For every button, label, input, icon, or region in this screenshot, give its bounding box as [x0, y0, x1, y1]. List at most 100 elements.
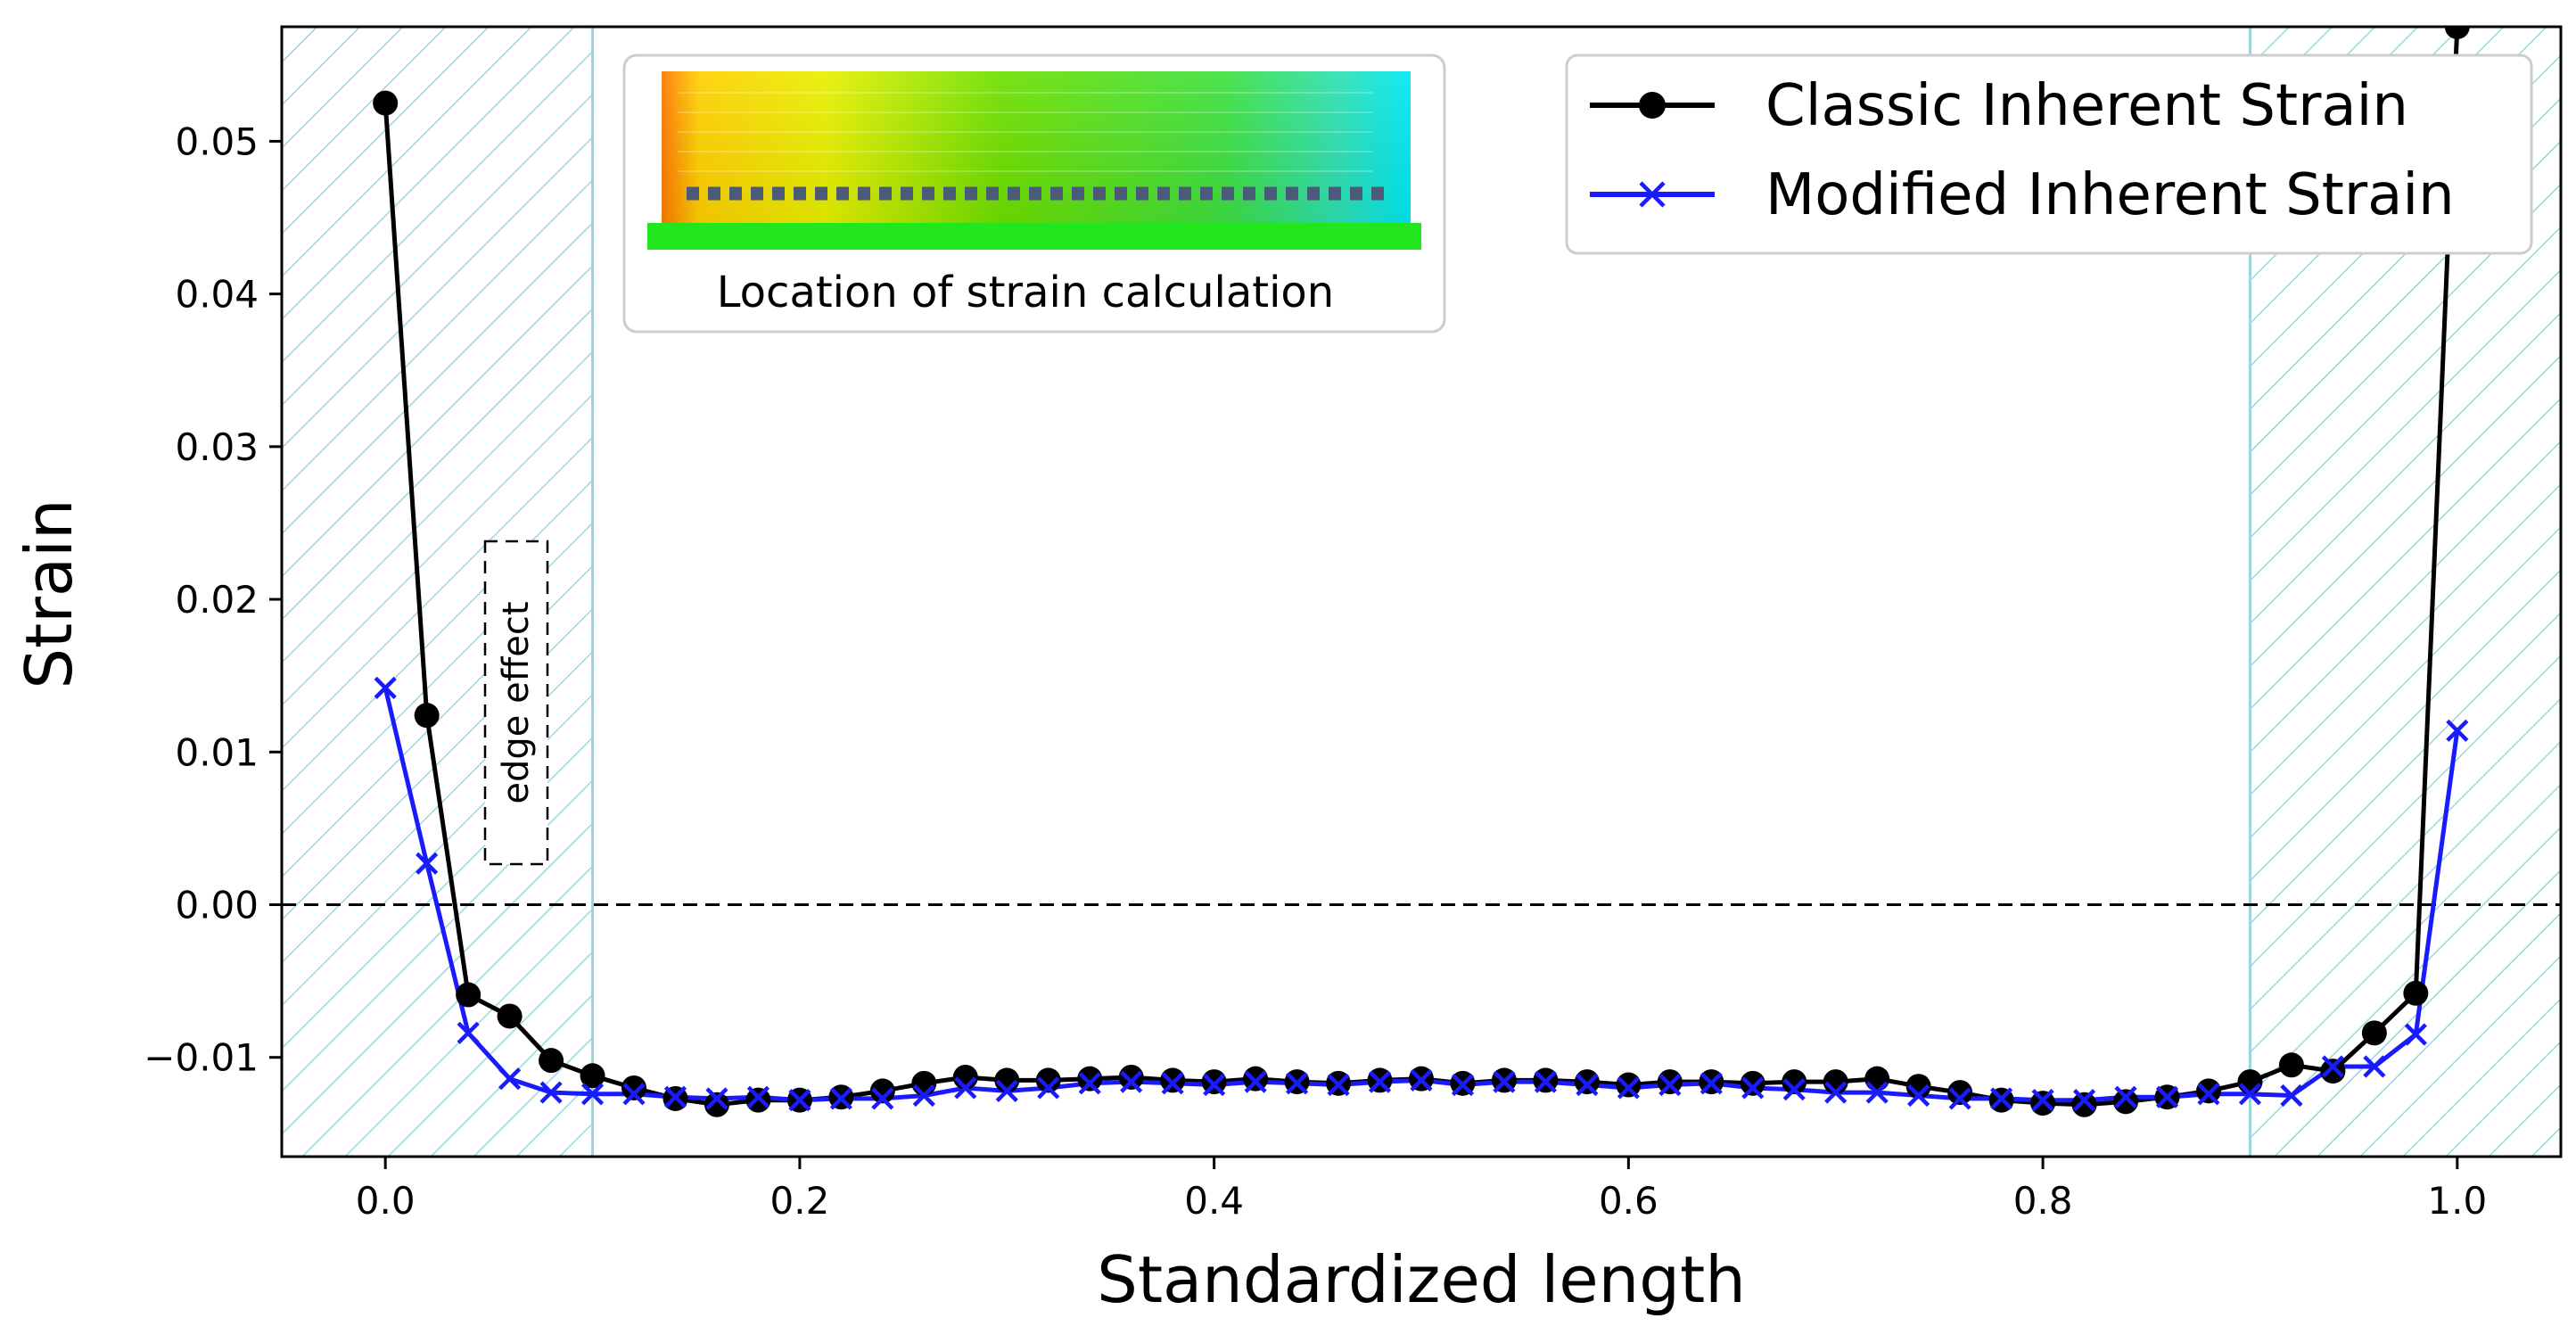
inset-caption: Location of strain calculation [717, 268, 1334, 317]
legend-marker-modified [1639, 181, 1666, 208]
data-point-classic [745, 1087, 771, 1113]
data-point-modified [746, 1085, 770, 1108]
data-point-modified [1658, 1073, 1682, 1097]
data-point-modified [1285, 1072, 1309, 1095]
data-point-modified [1990, 1087, 2013, 1110]
y-tick-label: 0.03 [175, 425, 259, 469]
data-point-classic [1905, 1074, 1931, 1100]
data-point-classic [1657, 1069, 1683, 1095]
x-tick-label: 1.0 [2427, 1179, 2487, 1223]
data-point-classic [704, 1092, 729, 1117]
edge-effect-annotation: edge effect [483, 540, 549, 866]
series-layer [373, 27, 2470, 1117]
data-point-classic [1740, 1070, 1765, 1096]
data-point-classic [1035, 1067, 1061, 1093]
legend-entry-classic: Classic Inherent Strain [1590, 73, 2408, 139]
data-point-modified [912, 1083, 935, 1108]
data-point-modified [457, 1021, 480, 1044]
y-axis: −0.01 0.00 0.01 0.02 0.03 0.04 0.05 [144, 119, 282, 1080]
data-point-classic [2444, 27, 2470, 39]
data-point-modified [1617, 1076, 1640, 1100]
data-point-classic [1947, 1080, 1973, 1106]
data-point-classic [1782, 1069, 1807, 1095]
data-point-modified [1410, 1068, 1433, 1092]
data-point-classic [1201, 1069, 1227, 1095]
data-point-modified [1782, 1078, 1806, 1101]
data-point-modified [498, 1067, 522, 1091]
data-point-modified [1741, 1076, 1765, 1100]
edge-effect-label: edge effect [496, 601, 537, 803]
data-point-classic [414, 703, 440, 729]
data-point-classic [869, 1078, 895, 1104]
legend-label-classic: Classic Inherent Strain [1765, 73, 2408, 139]
inset-layer-lines [678, 92, 1373, 172]
data-point-classic [911, 1070, 937, 1096]
data-point-modified [1948, 1087, 1971, 1110]
x-tick-label: 0.4 [1184, 1179, 1244, 1223]
data-point-modified [2446, 719, 2469, 742]
x-tick-label: 0.0 [356, 1179, 416, 1223]
data-point-modified [2280, 1083, 2303, 1108]
data-point-modified [374, 676, 397, 699]
data-point-modified [1576, 1073, 1599, 1097]
data-point-modified [1368, 1070, 1392, 1093]
data-point-modified [622, 1083, 646, 1106]
data-point-classic [2030, 1091, 2056, 1116]
data-point-classic [2403, 980, 2429, 1006]
data-point-modified [1327, 1073, 1350, 1097]
data-point-classic [1118, 1064, 1144, 1090]
data-point-modified [1700, 1072, 1723, 1095]
x-tick-label: 0.2 [770, 1179, 830, 1223]
data-point-modified [2114, 1085, 2137, 1108]
data-point-modified [2321, 1055, 2344, 1078]
data-point-classic [1616, 1072, 1642, 1098]
y-tick-label: 0.00 [175, 883, 259, 927]
data-point-classic [2113, 1089, 2139, 1115]
data-point-modified [539, 1081, 563, 1104]
data-point-classic [2278, 1052, 2304, 1078]
data-point-modified [1451, 1073, 1475, 1097]
data-point-classic [580, 1063, 605, 1089]
data-point-modified [2197, 1083, 2220, 1106]
y-tick-label: 0.05 [175, 119, 259, 163]
x-tick-label: 0.8 [2013, 1179, 2073, 1223]
data-point-classic [1077, 1066, 1103, 1092]
data-point-modified [995, 1079, 1018, 1102]
data-point-modified [871, 1087, 894, 1110]
data-point-modified [1203, 1073, 1226, 1097]
data-point-modified [1865, 1081, 1889, 1104]
legend-marker-classic [1639, 92, 1666, 119]
data-point-modified [1078, 1072, 1101, 1095]
inset-baseplate [647, 223, 1421, 250]
data-point-classic [539, 1048, 564, 1074]
data-point-modified [2031, 1089, 2054, 1112]
data-point-classic [373, 90, 399, 116]
data-point-modified [2072, 1089, 2096, 1112]
legend-label-modified: Modified Inherent Strain [1765, 162, 2455, 228]
data-point-classic [2195, 1078, 2221, 1104]
y-tick-label: 0.04 [175, 273, 259, 317]
data-point-classic [2320, 1059, 2346, 1084]
data-point-classic [621, 1075, 647, 1100]
x-axis: 0.0 0.2 0.4 0.6 0.8 1.0 [356, 1157, 2487, 1223]
data-point-modified [663, 1085, 687, 1108]
data-point-modified [580, 1083, 605, 1106]
data-point-modified [2363, 1055, 2386, 1078]
data-point-classic [2361, 1020, 2387, 1046]
legend-entry-modified: Modified Inherent Strain [1590, 162, 2455, 228]
y-tick-label: 0.02 [175, 578, 259, 622]
data-point-classic [1574, 1069, 1600, 1095]
data-point-modified [1120, 1070, 1143, 1093]
data-point-modified [1244, 1070, 1267, 1093]
data-point-modified [1907, 1083, 1930, 1108]
data-point-modified [705, 1087, 728, 1110]
legend: Classic Inherent Strain Modified Inheren… [1565, 54, 2533, 255]
series-line-modified [383, 687, 2460, 1103]
data-point-modified [1824, 1081, 1848, 1104]
data-point-classic [1243, 1066, 1269, 1092]
data-point-modified [1161, 1072, 1184, 1095]
data-point-modified [2238, 1083, 2262, 1106]
data-point-modified [2404, 1023, 2427, 1046]
x-tick-label: 0.6 [1599, 1179, 1658, 1223]
